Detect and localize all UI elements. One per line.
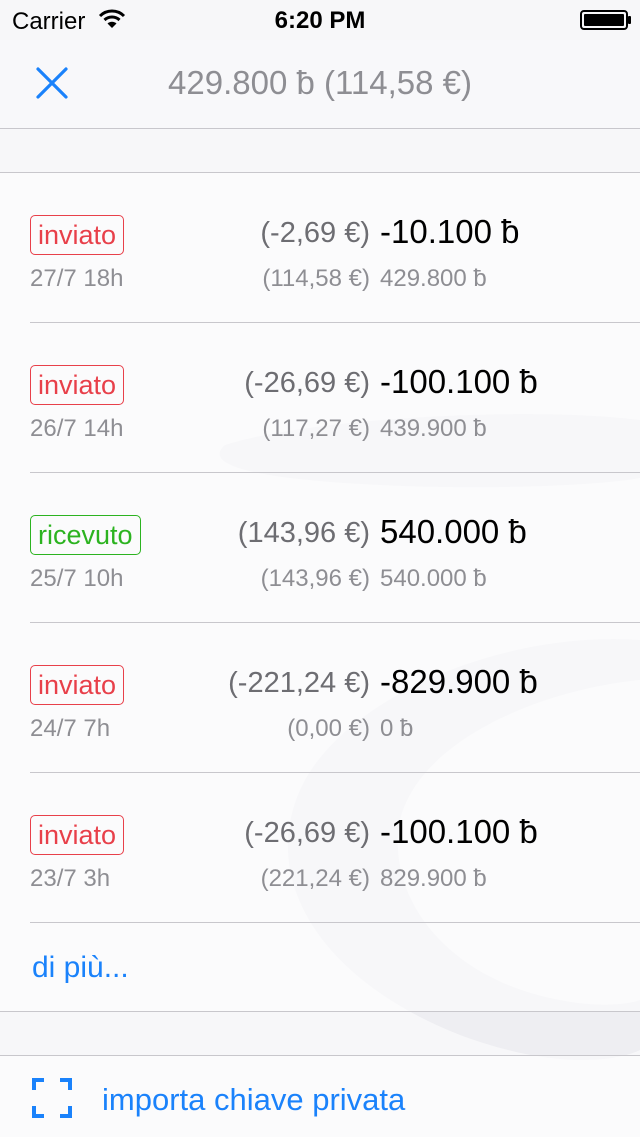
fiat-amount: (143,96 €) (237, 517, 370, 549)
balance-amount: 0 ƀ (380, 715, 414, 742)
close-icon (36, 67, 68, 99)
close-button[interactable] (22, 58, 82, 108)
transaction-row[interactable]: inviato 23/7 3h (-26,69 €) -100.100 ƀ (2… (0, 773, 640, 923)
transaction-date: 23/7 3h (30, 865, 111, 892)
bitcoin-amount: -10.100 ƀ (380, 213, 520, 250)
row-divider (30, 322, 640, 323)
transaction-date: 26/7 14h (30, 415, 124, 442)
carrier-label: Carrier (12, 8, 86, 35)
bitcoin-amount: 540.000 ƀ (380, 513, 527, 550)
status-badge: inviato (30, 215, 125, 255)
transaction-list: inviato 27/7 18h (-2,69 €) -10.100 ƀ (11… (0, 172, 640, 1012)
transaction-row[interactable]: ricevuto 25/7 10h (143,96 €) 540.000 ƀ (… (0, 473, 640, 623)
bitcoin-amount: -100.100 ƀ (380, 363, 538, 400)
row-divider (30, 922, 640, 923)
transaction-row[interactable]: inviato 26/7 14h (-26,69 €) -100.100 ƀ (… (0, 323, 640, 473)
transaction-date: 25/7 10h (30, 565, 124, 592)
balance-title: 429.800 ƀ (114,58 €) (168, 64, 472, 101)
balance-fiat: (0,00 €) (287, 715, 370, 742)
balance-fiat: (114,58 €) (262, 265, 370, 292)
transaction-date: 24/7 7h (30, 715, 111, 742)
transaction-row[interactable]: inviato 27/7 18h (-2,69 €) -10.100 ƀ (11… (0, 173, 640, 323)
navigation-bar: 429.800 ƀ (114,58 €) (0, 40, 640, 129)
bitcoin-amount: -829.900 ƀ (380, 663, 538, 700)
status-badge: inviato (30, 365, 125, 405)
battery-icon (580, 10, 631, 30)
balance-amount: 540.000 ƀ (380, 565, 487, 592)
balance-amount: 829.900 ƀ (380, 865, 487, 892)
balance-fiat: (117,27 €) (262, 415, 370, 442)
show-more-link[interactable]: di più... (32, 951, 129, 984)
transaction-date: 27/7 18h (30, 265, 124, 292)
import-private-key-button[interactable]: importa chiave privata (0, 1055, 640, 1137)
fiat-amount: (-26,69 €) (244, 817, 370, 849)
row-divider (30, 622, 640, 623)
clock: 6:20 PM (274, 7, 366, 34)
status-badge: inviato (30, 815, 125, 855)
fiat-amount: (-221,24 €) (228, 667, 370, 699)
scan-icon (32, 1078, 72, 1118)
status-bar: Carrier 6:20 PM (0, 0, 640, 40)
balance-fiat: (221,24 €) (260, 865, 370, 892)
status-badge: ricevuto (30, 515, 141, 555)
fiat-amount: (-26,69 €) (244, 367, 370, 399)
import-private-key-label: importa chiave privata (102, 1082, 406, 1117)
balance-amount: 439.900 ƀ (380, 415, 487, 442)
transaction-row[interactable]: inviato 24/7 7h (-221,24 €) -829.900 ƀ (… (0, 623, 640, 773)
fiat-amount: (-2,69 €) (260, 217, 370, 249)
bitcoin-amount: -100.100 ƀ (380, 813, 538, 850)
balance-fiat: (143,96 €) (260, 565, 370, 592)
wifi-icon (98, 9, 126, 28)
balance-amount: 429.800 ƀ (380, 265, 487, 292)
status-badge: inviato (30, 665, 125, 705)
